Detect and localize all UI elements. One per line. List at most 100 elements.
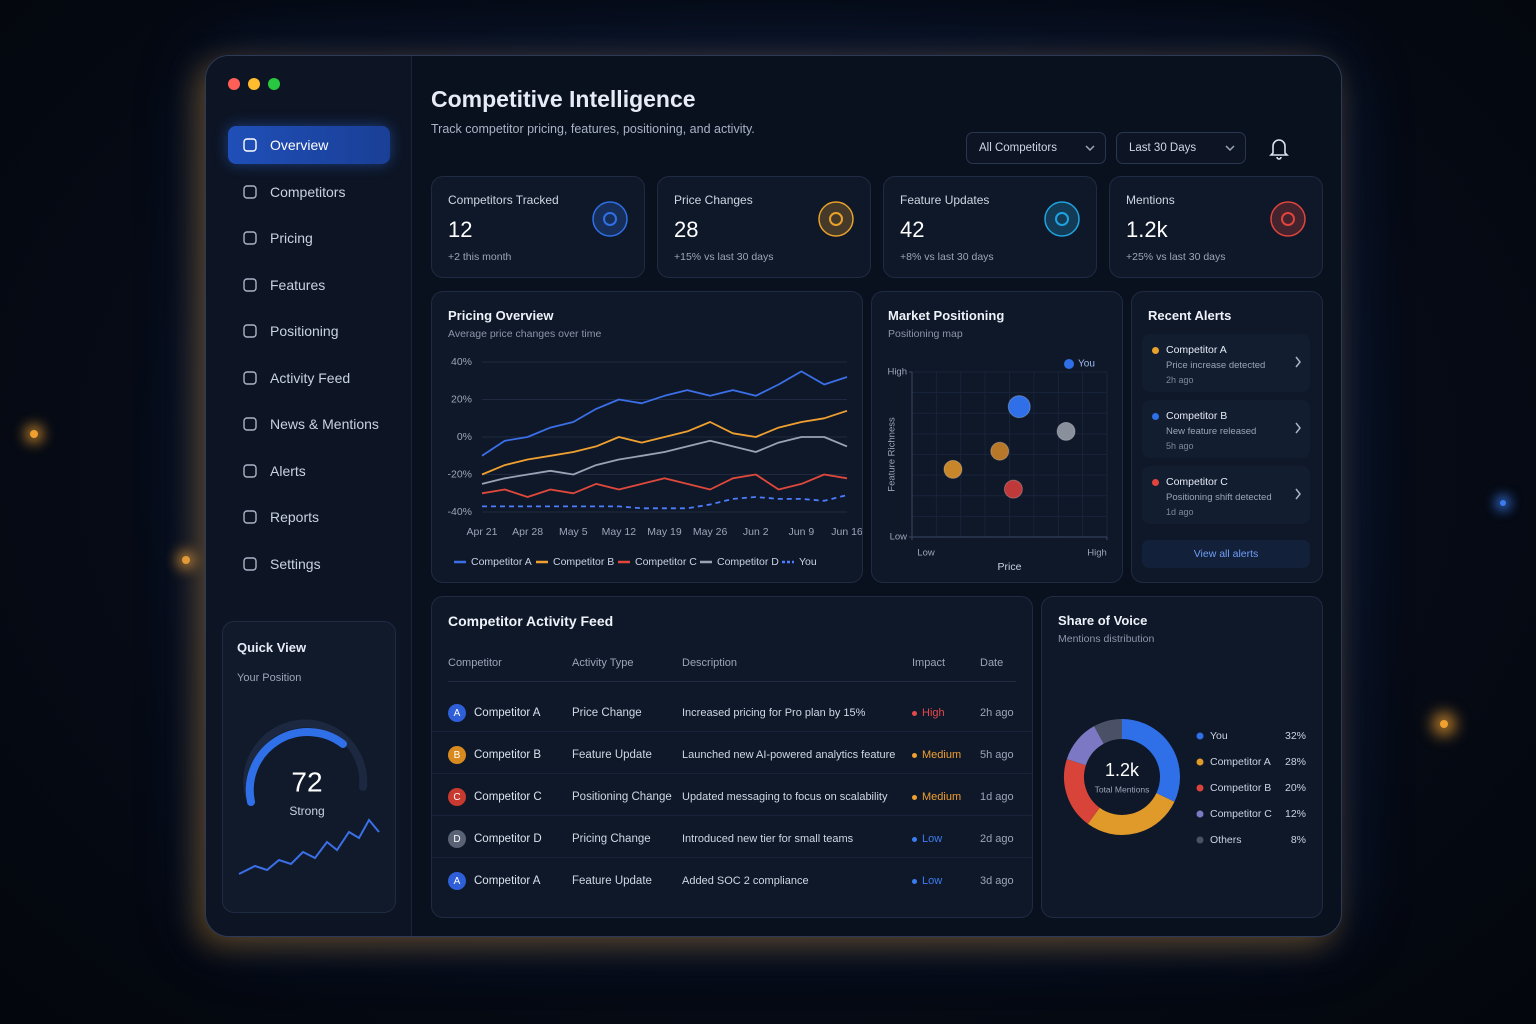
legend-swatch bbox=[1196, 810, 1204, 818]
chevron bbox=[1295, 356, 1301, 368]
nav-item[interactable]: News & Mentions bbox=[228, 405, 390, 443]
alert-item[interactable]: Competitor C Positioning shift detected 1d… bbox=[1142, 466, 1310, 524]
recent-alerts-panel: Recent Alerts Competitor A Price increase… bbox=[1131, 291, 1323, 583]
date: 2h ago bbox=[980, 707, 1014, 719]
window-close[interactable] bbox=[228, 78, 240, 90]
x-tick-label: Apr 21 bbox=[467, 526, 498, 538]
sparkline bbox=[238, 818, 380, 875]
value-label: 12% bbox=[1285, 808, 1306, 820]
icon-shape bbox=[243, 324, 257, 338]
alert-text: Price increase detected bbox=[1166, 360, 1266, 371]
legend-swatch bbox=[1196, 732, 1204, 740]
icon-shape bbox=[243, 463, 257, 478]
nav-item[interactable]: Features bbox=[228, 266, 390, 304]
kpi-label: Feature Updates bbox=[900, 193, 990, 207]
page-title: Competitive Intelligence bbox=[431, 86, 696, 112]
nav-item[interactable]: Overview bbox=[228, 126, 390, 164]
legend-swatch bbox=[1196, 836, 1204, 844]
view-all-alerts-button[interactable]: View all alerts bbox=[1142, 540, 1310, 568]
chart-title: Pricing Overview bbox=[448, 308, 554, 323]
series-line bbox=[482, 494, 848, 510]
impact-label: Low bbox=[922, 875, 943, 887]
kpi-icon bbox=[592, 201, 628, 237]
scatter-point bbox=[1056, 421, 1076, 441]
alert-item[interactable]: Competitor B New feature released 5h ago bbox=[1142, 400, 1310, 458]
icon-shape bbox=[243, 370, 257, 385]
page-subtitle: Track competitor pricing, features, posi… bbox=[431, 122, 755, 136]
kpi-icon bbox=[1044, 201, 1080, 237]
kpi-delta: +15% vs last 30 days bbox=[674, 251, 774, 263]
nav-label: News & Mentions bbox=[270, 416, 379, 432]
nav-item[interactable]: Activity Feed bbox=[228, 359, 390, 397]
icon-shape bbox=[243, 417, 257, 431]
legend-label: You bbox=[1078, 359, 1095, 370]
nav-icon bbox=[243, 417, 257, 431]
notifications-bell[interactable] bbox=[1268, 136, 1290, 160]
date-filter[interactable]: Last 30 Days bbox=[1116, 132, 1246, 164]
nav-label: Overview bbox=[270, 137, 329, 153]
pricing-overview-panel: Pricing Overview Average price changes ov… bbox=[431, 291, 863, 583]
legend-swatch bbox=[1196, 784, 1204, 792]
date: 2d ago bbox=[980, 833, 1014, 845]
nav-icon bbox=[243, 184, 257, 199]
kpi-card: Price Changes 28 +15% vs last 30 days bbox=[657, 176, 871, 278]
competitor-filter[interactable]: All Competitors bbox=[966, 132, 1106, 164]
legend-label: You bbox=[1210, 730, 1228, 742]
window-minimize[interactable] bbox=[248, 78, 260, 90]
nav-item[interactable]: Positioning bbox=[228, 312, 390, 350]
icon-core bbox=[603, 212, 617, 226]
icon-shape bbox=[243, 138, 257, 152]
legend-label: Competitor B bbox=[553, 556, 614, 568]
nav-item[interactable]: Alerts bbox=[228, 452, 390, 490]
series-line bbox=[481, 370, 848, 457]
competitor-name: Competitor B bbox=[474, 749, 542, 761]
nav-item[interactable]: Reports bbox=[228, 498, 390, 536]
nav-item[interactable]: Settings bbox=[228, 545, 390, 583]
nav-icon bbox=[243, 370, 257, 385]
impact-dot bbox=[912, 837, 917, 842]
avatar: A bbox=[448, 704, 466, 722]
donut-segment bbox=[1066, 726, 1105, 766]
column-header: Date bbox=[980, 657, 1004, 669]
legend-label: Competitor D bbox=[717, 556, 779, 568]
icon-shape bbox=[243, 184, 257, 199]
window-maximize[interactable] bbox=[268, 78, 280, 90]
donut-segment bbox=[1121, 719, 1180, 802]
activity-type: Positioning Change bbox=[572, 791, 672, 803]
avatar: A bbox=[448, 872, 466, 890]
column-header: Competitor bbox=[448, 657, 502, 669]
activity-feed-panel: Competitor Activity Feed Competitor Activ… bbox=[431, 596, 1033, 918]
scatter-chart: Low High Low High Price Feature Richness You bbox=[887, 359, 1108, 573]
kpi-value: 28 bbox=[674, 217, 699, 242]
nav-item[interactable]: Pricing bbox=[228, 219, 390, 257]
kpi-label: Mentions bbox=[1126, 193, 1175, 207]
market-positioning-panel: Market Positioning Positioning map Low High… bbox=[871, 291, 1123, 583]
legend-label: You bbox=[799, 556, 817, 568]
chart-title: Share of Voice bbox=[1058, 613, 1148, 628]
icon-ring bbox=[818, 201, 854, 237]
kpi-card: Feature Updates 42 +8% vs last 30 days bbox=[883, 176, 1097, 278]
y-tick-label: 20% bbox=[451, 393, 472, 405]
table-row: D Competitor D Pricing Change Introduced ne… bbox=[432, 823, 1032, 858]
series-line bbox=[481, 409, 848, 476]
y-tick-label: -20% bbox=[447, 468, 472, 480]
nav-item[interactable]: Competitors bbox=[228, 173, 390, 211]
alert-time: 5h ago bbox=[1166, 441, 1194, 451]
nav-icon bbox=[243, 556, 257, 571]
icon-ring bbox=[592, 201, 628, 237]
sidebar: Quick View Your Position 72 Strong Overv… bbox=[206, 56, 412, 936]
activity-type: Price Change bbox=[572, 707, 642, 719]
kpi-value: 42 bbox=[900, 217, 925, 242]
nav-icon bbox=[243, 138, 257, 152]
legend-swatch bbox=[1064, 359, 1074, 369]
x-tick-label: Apr 28 bbox=[512, 526, 543, 538]
background-light bbox=[182, 556, 190, 564]
donut-segment bbox=[1064, 759, 1101, 824]
impact-dot bbox=[912, 795, 917, 800]
chart-title: Market Positioning bbox=[888, 308, 1005, 323]
alert-dot bbox=[1152, 347, 1159, 354]
legend-label: Competitor C bbox=[1210, 808, 1272, 820]
impact-dot bbox=[912, 711, 917, 716]
alert-item[interactable]: Competitor A Price increase detected 2h ag… bbox=[1142, 334, 1310, 392]
description: Updated messaging to focus on scalabilit… bbox=[682, 791, 888, 803]
